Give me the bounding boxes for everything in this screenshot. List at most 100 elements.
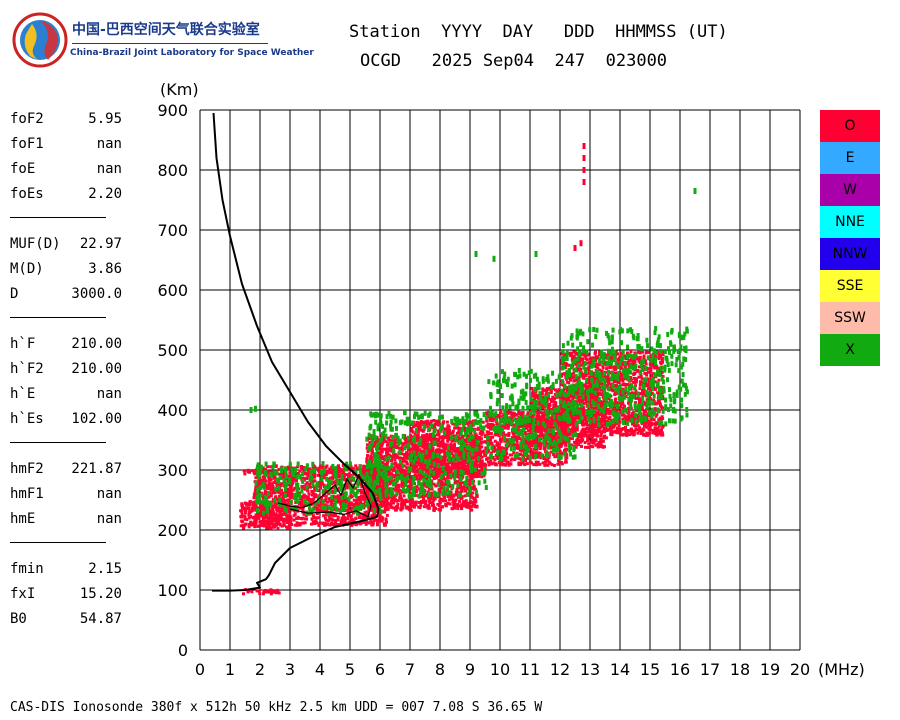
scatter-point-o	[456, 507, 460, 511]
scatter-point-o	[506, 456, 510, 460]
scatter-point-o	[253, 501, 257, 505]
scatter-point-o	[350, 518, 354, 522]
scatter-point-o	[441, 438, 445, 442]
scatter-point-o	[405, 466, 409, 470]
scatter-point-o	[239, 509, 243, 513]
scatter-point-o	[310, 493, 314, 497]
scatter-point-o	[421, 499, 425, 503]
scatter-point-o	[404, 469, 408, 473]
scatter-point-o	[380, 519, 384, 523]
scatter-point-o	[307, 485, 311, 489]
scatter-point-o	[254, 488, 258, 492]
scatter-point-o	[257, 516, 261, 520]
scatter-point-o	[286, 467, 290, 471]
scatter-point-o	[463, 494, 467, 498]
scatter-point-o	[318, 486, 322, 490]
scatter-point-o	[437, 448, 441, 452]
param-value: 3000.0	[71, 286, 122, 302]
scatter-point-o	[444, 499, 448, 503]
scatter-point-o	[436, 444, 440, 448]
scatter-point-o	[369, 518, 373, 522]
scatter-point-o	[370, 523, 374, 527]
scatter-point-o	[557, 461, 561, 465]
scatter-point-o	[426, 504, 430, 508]
scatter-point-o	[240, 515, 244, 519]
scatter-point-o	[437, 488, 441, 492]
scatter-point-o	[252, 504, 256, 508]
scatter-point-o	[521, 411, 525, 415]
scatter-point-o	[460, 503, 464, 507]
scatter-point-o	[280, 497, 284, 501]
scatter-point-o	[310, 509, 314, 513]
scatter-point-o	[367, 468, 371, 472]
scatter-point-o	[267, 478, 271, 482]
scatter-point-o	[464, 499, 468, 503]
scatter-point-o	[307, 497, 311, 501]
scatter-point-o	[425, 478, 429, 482]
scatter-point-o	[350, 506, 354, 510]
scatter-point-o	[354, 517, 358, 521]
scatter-point-o	[381, 501, 385, 505]
scatter-point-o	[436, 502, 440, 506]
scatter-point-o	[538, 462, 542, 466]
scatter-point-o	[367, 515, 371, 519]
scatter-point-o	[464, 501, 468, 505]
scatter-point-o	[473, 496, 477, 500]
scatter-point-o	[286, 502, 290, 506]
param-separator	[10, 442, 106, 443]
scatter-point-o	[359, 521, 363, 525]
scatter-point-o	[256, 524, 260, 528]
scatter-point-o	[460, 451, 464, 455]
scatter-point-o	[279, 513, 283, 517]
scatter-point-o	[391, 445, 395, 449]
scatter-point-o	[317, 480, 321, 484]
scatter-point-o	[476, 451, 480, 455]
scatter-point-o	[362, 520, 366, 524]
scatter-point-o	[274, 464, 278, 468]
scatter-point-o	[458, 481, 462, 485]
scatter-point-o	[240, 502, 244, 506]
scatter-point-o	[320, 508, 324, 512]
scatter-point-o	[303, 521, 307, 525]
scatter-point-o	[471, 502, 475, 506]
scatter-point-o	[372, 519, 376, 523]
scatter-point-o	[396, 445, 400, 449]
scatter-point-o	[290, 483, 294, 487]
scatter-point-o	[286, 474, 290, 478]
scatter-point-o	[403, 437, 407, 441]
scatter-point-o	[387, 447, 391, 451]
scatter-point-o	[329, 513, 333, 517]
scatter-point-o	[241, 519, 245, 523]
scatter-point-o	[325, 504, 329, 508]
scatter-point-o	[349, 514, 353, 518]
scatter-point-o	[360, 494, 364, 498]
scatter-point-o	[330, 521, 334, 525]
scatter-point-o	[387, 436, 391, 440]
scatter-point-o	[289, 495, 293, 499]
scatter-point-o	[415, 470, 419, 474]
param-value: 15.20	[79, 586, 122, 602]
scatter-point-o	[243, 523, 247, 527]
scatter-point-o	[379, 448, 383, 452]
scatter-point-o	[317, 469, 321, 473]
scatter-point-o	[432, 482, 436, 486]
scatter-point-o	[472, 475, 476, 479]
scatter-point-o	[356, 521, 360, 525]
scatter-point-o	[334, 521, 338, 525]
scatter-point-o	[394, 461, 398, 465]
scatter-point-o	[397, 485, 401, 489]
scatter-point-o	[368, 440, 372, 444]
scatter-point-o	[382, 455, 386, 459]
scatter-point-o	[452, 505, 456, 509]
scatter-point-o	[443, 496, 447, 500]
scatter-point-o	[473, 503, 477, 507]
scatter-point-o	[474, 500, 478, 504]
scatter-point-o	[425, 442, 429, 446]
scatter-point-o	[380, 515, 384, 519]
scatter-point-o	[352, 503, 356, 507]
scatter-point-o	[432, 419, 436, 423]
scatter-point-o	[460, 489, 464, 493]
scatter-point-o	[390, 499, 394, 503]
scatter-point-o	[249, 514, 253, 518]
scatter-point-o	[390, 459, 394, 463]
